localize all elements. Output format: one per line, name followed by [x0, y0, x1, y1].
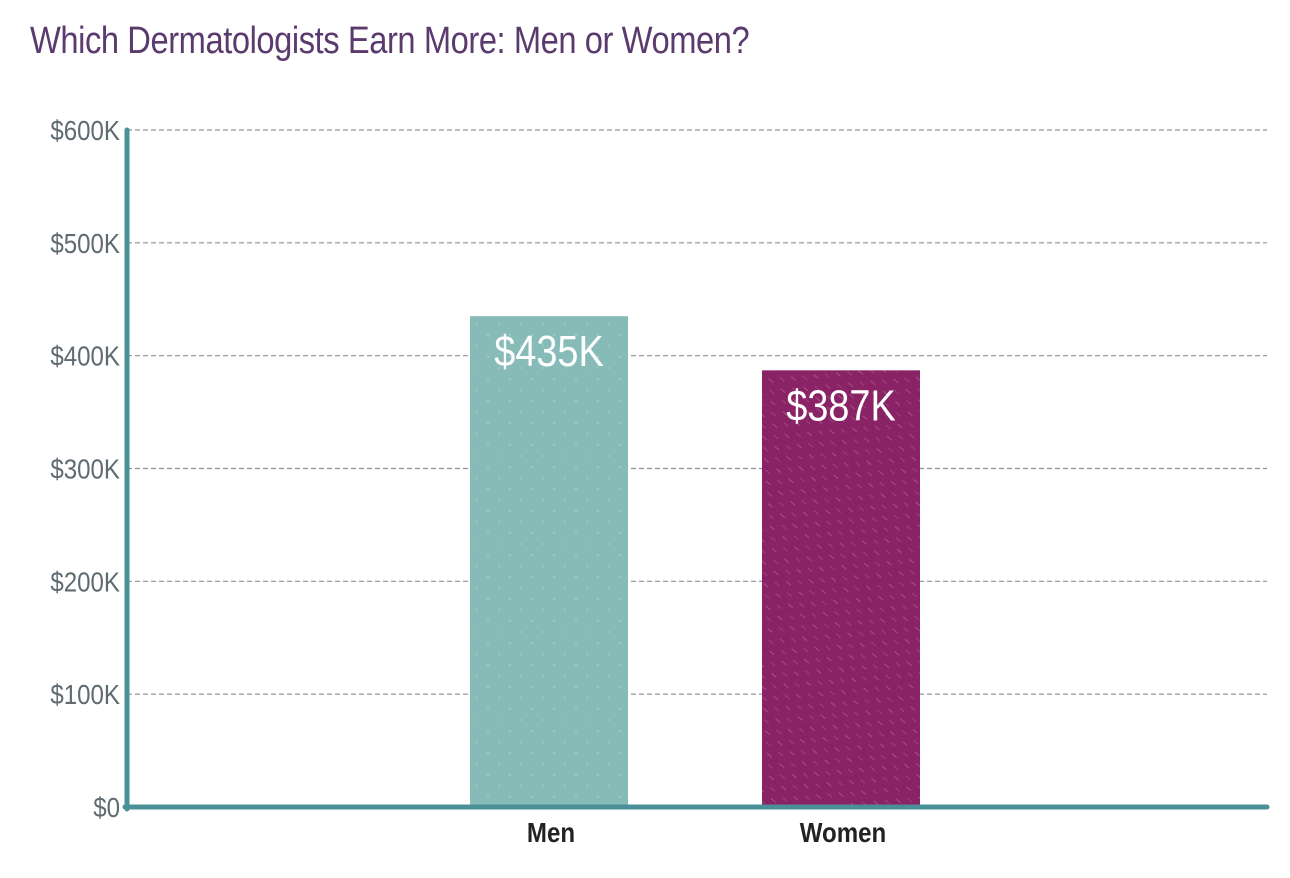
bar-texture	[762, 370, 920, 807]
y-tick-label: $200K	[50, 566, 120, 598]
y-tick-label: $0	[93, 791, 120, 823]
data-label: $435K	[494, 327, 603, 376]
y-tick-label: $400K	[50, 340, 120, 372]
x-tick-label: Women	[800, 816, 887, 848]
y-tick-label: $600K	[50, 114, 120, 146]
y-tick-label: $300K	[50, 453, 120, 485]
data-label: $387K	[786, 381, 895, 430]
y-tick-label: $100K	[50, 678, 120, 710]
y-tick-label: $500K	[50, 227, 120, 259]
chart-title: Which Dermatologists Earn More: Men or W…	[30, 20, 750, 62]
x-tick-label: Men	[527, 816, 575, 848]
bar-texture	[470, 316, 628, 807]
